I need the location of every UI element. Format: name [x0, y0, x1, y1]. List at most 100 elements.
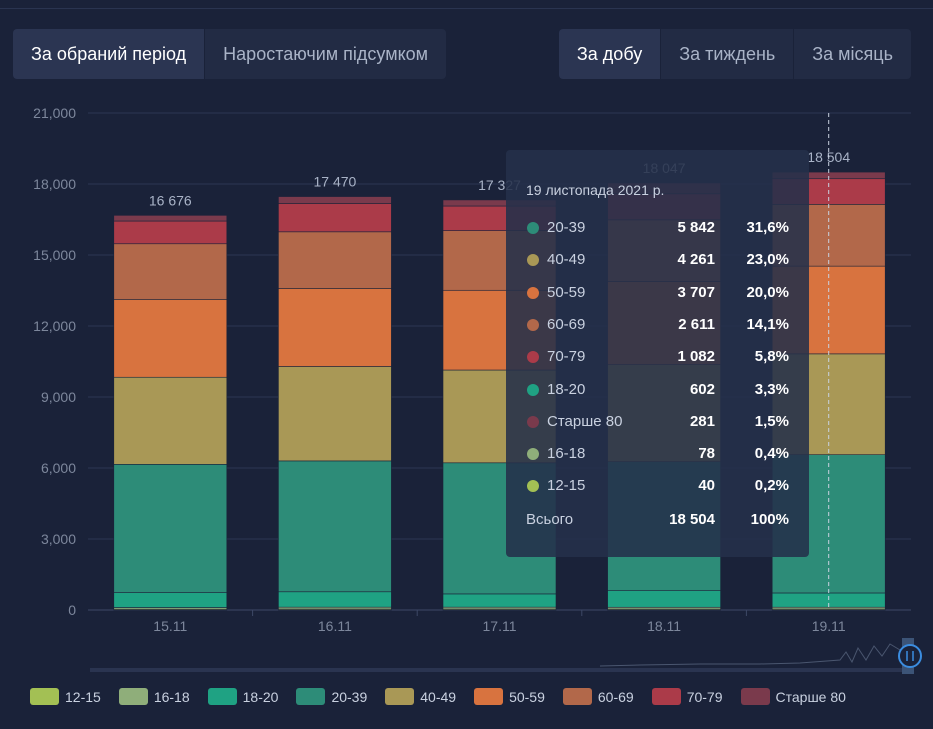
- legend-item[interactable]: 12-15: [30, 688, 101, 705]
- tooltip-row: 50-59 3 707 20,0%: [526, 283, 789, 303]
- y-tick-label: 21,000: [33, 105, 76, 121]
- legend-item[interactable]: 18-20: [207, 688, 279, 705]
- y-tick-label: 15,000: [33, 247, 76, 263]
- legend-item[interactable]: Старше 80: [740, 688, 846, 705]
- legend-swatch: [651, 688, 681, 705]
- x-tick-label: 18.11: [647, 618, 681, 634]
- legend-label: 60-69: [597, 688, 634, 705]
- tooltip-row-value: 4 261: [677, 251, 715, 269]
- bar-segment: [113, 243, 228, 300]
- legend-swatch: [474, 688, 504, 705]
- tooltip-row-percent: 1,5%: [754, 412, 789, 430]
- y-tick-label: 3,000: [41, 531, 76, 547]
- legend-item[interactable]: 50-59: [474, 688, 545, 705]
- bar-segment: [113, 215, 228, 222]
- legend-item[interactable]: 20-39: [296, 688, 367, 705]
- series-dot-icon: [527, 318, 539, 331]
- tooltip-row-percent: 23,0%: [746, 251, 789, 269]
- tooltip-row: 18-20 602 3,3%: [526, 380, 789, 400]
- tooltip-row-percent: 3,3%: [754, 380, 789, 398]
- tab-per-month[interactable]: За місяць: [794, 29, 911, 79]
- legend-swatch: [30, 688, 59, 705]
- tooltip-row-name: 18-20: [547, 380, 586, 398]
- tooltip-row-name: 20-39: [547, 219, 586, 236]
- bar-segment: [278, 288, 392, 367]
- x-tick-label: 15.11: [153, 618, 187, 634]
- y-tick-label: 12,000: [33, 318, 76, 334]
- tooltip-row-value: 78: [698, 445, 715, 463]
- x-tick-label: 19.11: [812, 618, 846, 634]
- legend-label: Старше 80: [775, 688, 846, 705]
- series-dot-icon: [527, 254, 539, 267]
- tooltip-row-value: 18 504: [669, 511, 715, 528]
- y-tick-label: 0: [68, 602, 76, 618]
- tooltip-row: 12-15 40 0,2%: [526, 476, 789, 496]
- tooltip-row-name: 40-49: [547, 251, 586, 269]
- tooltip-row-name: 12-15: [547, 477, 586, 495]
- tooltip-row: 40-49 4 261 23,0%: [526, 250, 789, 270]
- tooltip-row-value: 3 707: [677, 283, 715, 301]
- tooltip-row-name: 50-59: [547, 283, 586, 301]
- bar-segment: [113, 220, 228, 245]
- tooltip-row-percent: 0,2%: [754, 477, 789, 495]
- legend-item[interactable]: 16-18: [118, 688, 190, 705]
- y-tick-label: 18,000: [33, 176, 76, 192]
- legend-label: 70-79: [686, 688, 723, 705]
- series-dot-icon: [527, 286, 539, 299]
- bar-segment: [278, 366, 392, 462]
- x-tick-label: 17.11: [483, 618, 517, 634]
- tooltip-row-value: 2 611: [678, 315, 715, 333]
- tooltip-total-row: Всього 18 504 100%: [526, 510, 789, 530]
- navigator-handle[interactable]: [898, 644, 922, 668]
- chart-tooltip: 19 листопада 2021 р. 20-39 5 842 31,6% 40-4…: [506, 150, 809, 557]
- bar-segment: [278, 591, 392, 608]
- tab-cumulative[interactable]: Наростаючим підсумком: [205, 29, 447, 79]
- navigator-track: [90, 668, 912, 672]
- bar-segment: [607, 590, 721, 608]
- legend-item[interactable]: 70-79: [651, 688, 723, 705]
- tab-per-day[interactable]: За добу: [558, 29, 662, 79]
- tooltip-row: Старше 80 281 1,5%: [526, 412, 789, 432]
- legend-swatch: [740, 688, 770, 705]
- tab-per-week[interactable]: За тиждень: [661, 29, 795, 79]
- y-tick-label: 9,000: [41, 389, 76, 405]
- range-tabs: За добу За тиждень За місяць: [558, 29, 911, 79]
- legend-label: 18-20: [242, 688, 279, 705]
- series-dot-icon: [527, 448, 539, 461]
- legend-swatch: [207, 688, 237, 705]
- bar-segment: [113, 376, 228, 465]
- tooltip-row-value: 5 842: [677, 219, 715, 236]
- legend-swatch: [562, 688, 592, 705]
- tooltip-row-value: 281: [689, 412, 715, 430]
- bar-segment: [113, 464, 228, 593]
- tooltip-row-percent: 0,4%: [754, 445, 789, 463]
- navigator-sparkline: [599, 643, 901, 667]
- bar-segment: [278, 460, 392, 593]
- tooltip-row-percent: 5,8%: [754, 348, 789, 366]
- series-dot-icon: [527, 480, 539, 493]
- series-dot-icon: [527, 351, 539, 364]
- legend-swatch: [118, 688, 148, 705]
- bar-segment: [113, 299, 228, 378]
- legend-item[interactable]: 40-49: [385, 688, 456, 705]
- chart-legend: 12-15 16-18 18-20 20-39 40-49 50-59 60-69 70-79…: [30, 688, 864, 705]
- legend-swatch: [385, 688, 415, 705]
- bar-segment: [278, 231, 392, 289]
- tooltip-row-name: Старше 80: [547, 412, 623, 430]
- tooltip-row-name: 70-79: [547, 348, 586, 366]
- x-tick-label: 16.11: [318, 618, 352, 634]
- tooltip-row-name: 16-18: [547, 445, 586, 463]
- legend-item[interactable]: 60-69: [562, 688, 634, 705]
- tooltip-title: 19 листопада 2021 р.: [526, 182, 665, 198]
- tab-selected-period[interactable]: За обраний період: [13, 29, 206, 79]
- tooltip-row-value: 1 082: [677, 348, 715, 366]
- tooltip-row-percent: 100%: [750, 511, 789, 528]
- legend-label: 20-39: [331, 688, 368, 705]
- tooltip-row-value: 40: [698, 477, 715, 495]
- bar-total-label: 17 470: [313, 174, 356, 190]
- series-dot-icon: [527, 415, 539, 428]
- bar-segment: [278, 203, 392, 233]
- tooltip-row: 20-39 5 842 31,6%: [526, 218, 789, 238]
- legend-label: 40-49: [420, 688, 457, 705]
- tooltip-row-percent: 31,6%: [746, 219, 789, 236]
